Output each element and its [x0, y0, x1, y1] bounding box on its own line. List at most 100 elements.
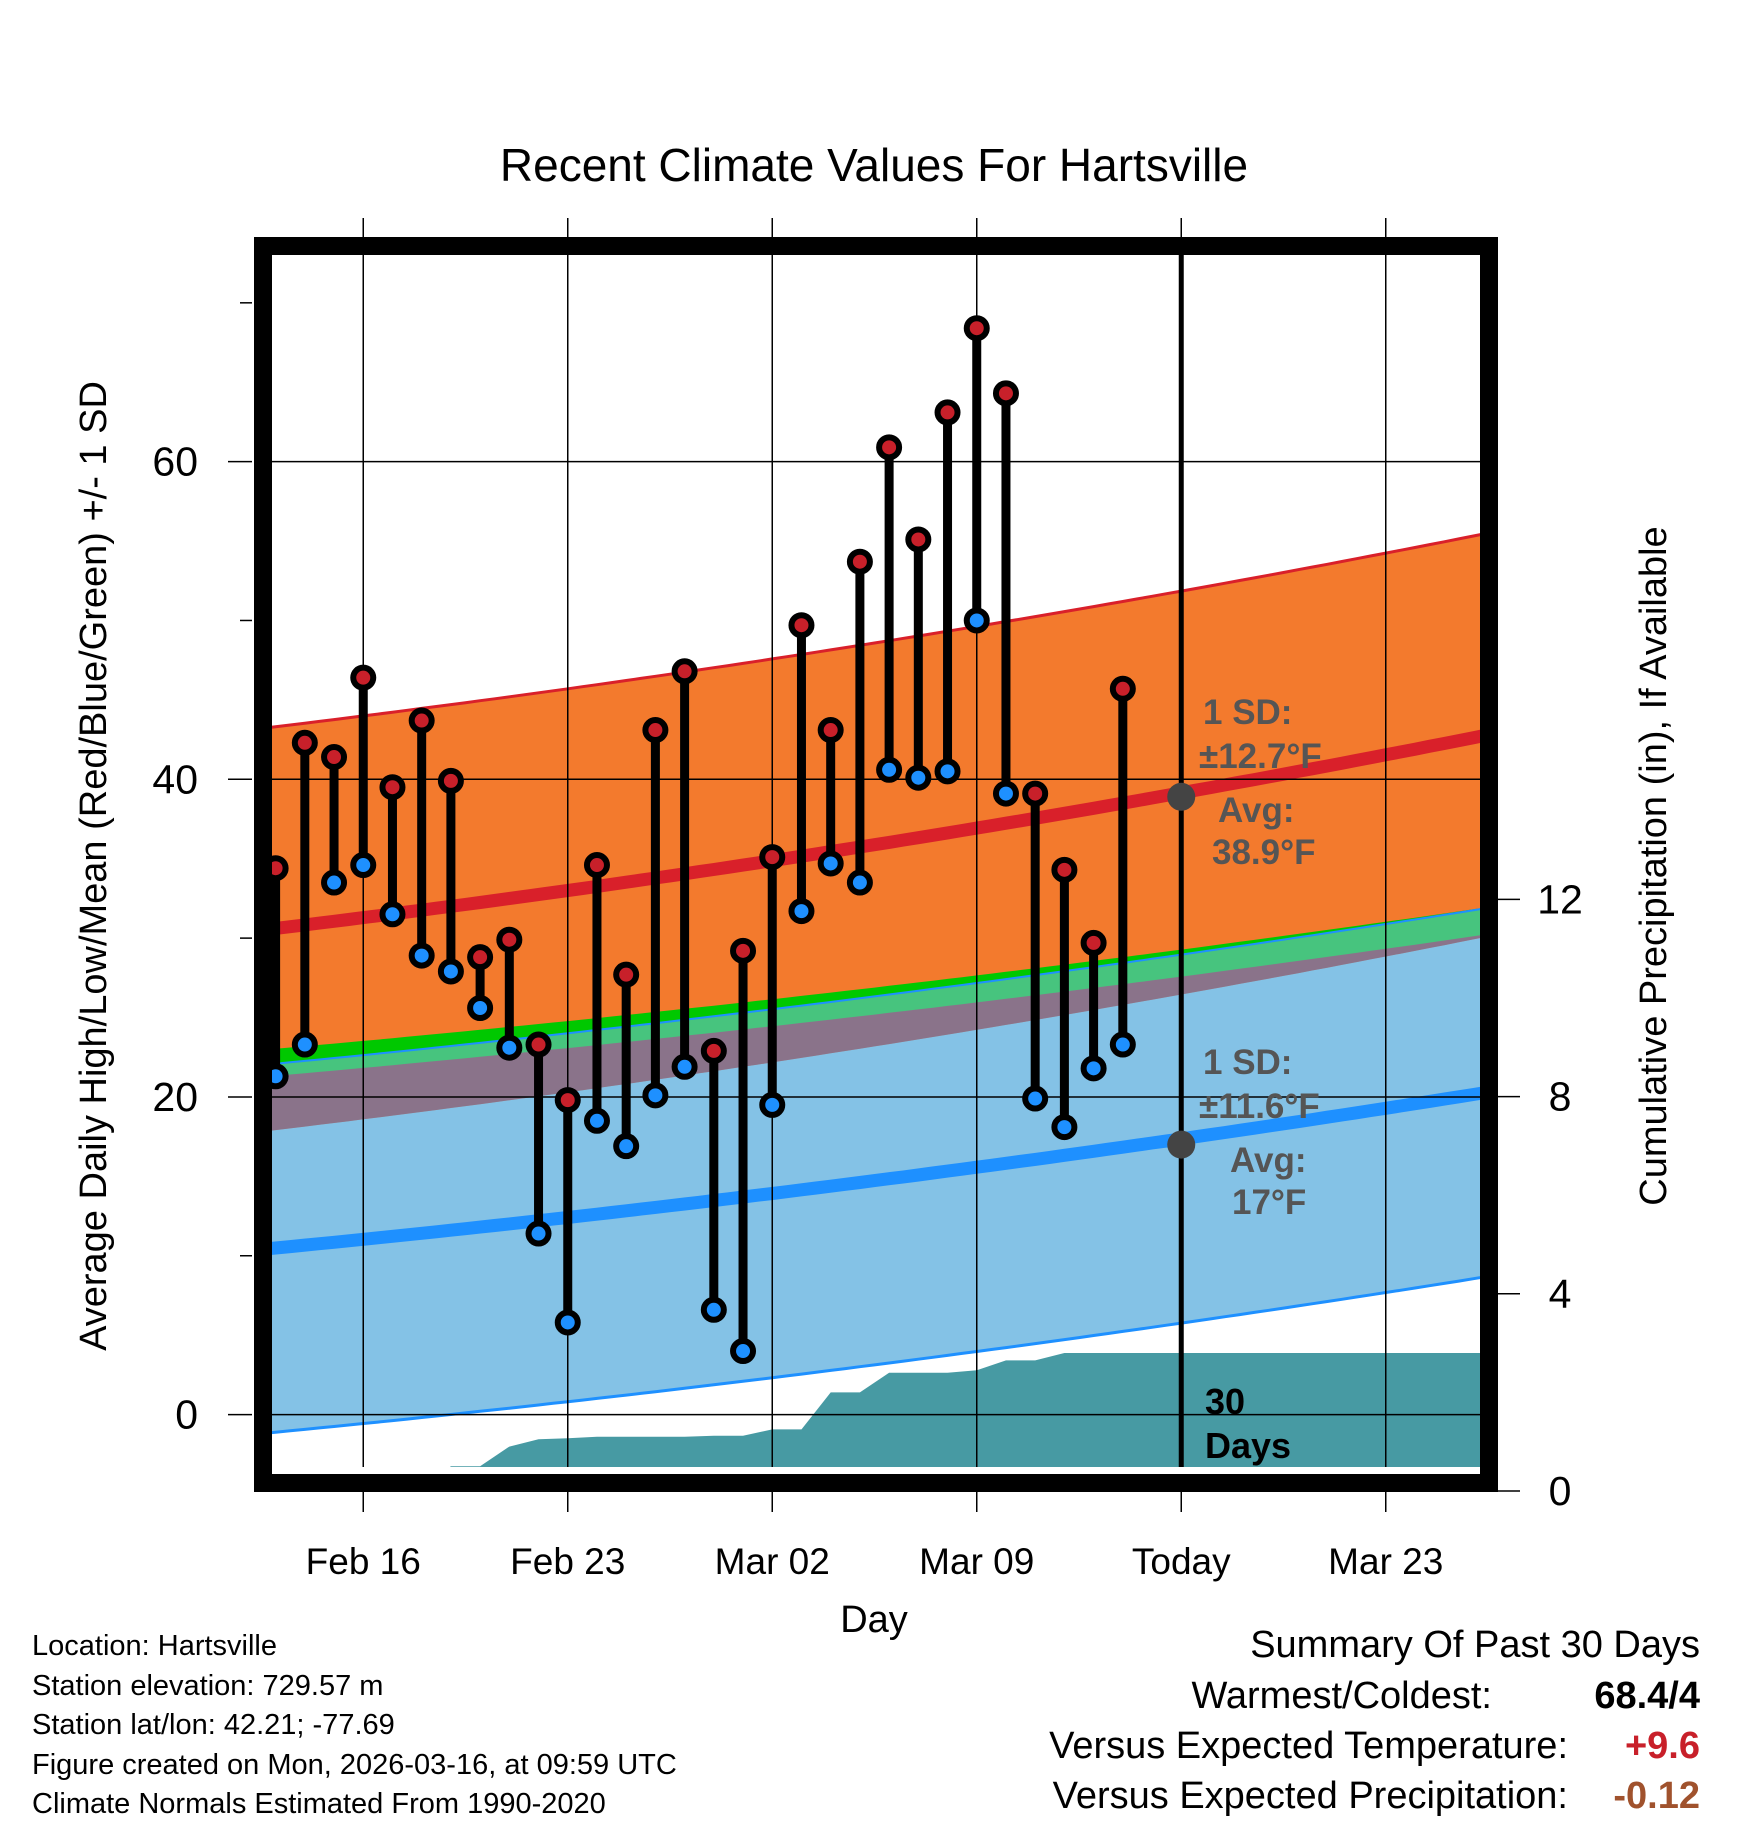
low-point	[583, 1107, 610, 1134]
high-avg-label: Avg:	[1218, 791, 1294, 830]
high-point	[350, 664, 377, 691]
low-point	[1051, 1114, 1078, 1141]
annotations: 1 SD: ±12.7°F Avg: 38.9°F 1 SD: ±11.6°F …	[1199, 693, 1322, 1466]
y-tick-label: 0	[175, 1392, 198, 1438]
high-point	[671, 658, 698, 685]
y-tick-label: 20	[152, 1074, 198, 1120]
high-point	[583, 852, 610, 879]
low-point	[1109, 1031, 1136, 1058]
low-sd-label: 1 SD:	[1203, 1043, 1292, 1082]
low-point	[525, 1220, 552, 1247]
low-upper-edge	[261, 906, 1488, 1067]
high-normal-marker	[1167, 782, 1196, 811]
high-point	[759, 844, 786, 871]
x-tick-label: Feb 16	[306, 1541, 421, 1582]
high-point	[1051, 856, 1078, 883]
low-point	[613, 1133, 640, 1160]
period-label: 30 Days	[1205, 1381, 1291, 1466]
low-avg-label: Avg:	[1230, 1141, 1306, 1180]
summary-title: Summary Of Past 30 Days	[1250, 1624, 1700, 1666]
precip-departure-row: Versus Expected Precipitation: -0.12	[940, 1771, 1700, 1821]
high-point	[437, 767, 464, 794]
low-point	[554, 1309, 581, 1336]
low-sd-value: ±11.6°F	[1199, 1087, 1320, 1126]
normals-text: Climate Normals Estimated From 1990-2020	[32, 1788, 606, 1820]
summary-panel: Summary Of Past 30 Days Warmest/Coldest:…	[940, 1619, 1700, 1821]
high-point	[1022, 780, 1049, 807]
high-point	[1109, 675, 1136, 702]
high-point	[1080, 929, 1107, 956]
low-point	[1080, 1055, 1107, 1082]
low-point	[905, 764, 932, 791]
x-tick-label: Feb 23	[510, 1541, 625, 1582]
grid	[228, 218, 1520, 1512]
normal-bands	[261, 531, 1488, 1436]
y2-tick-label: 8	[1549, 1074, 1572, 1120]
chart-title: Recent Climate Values For Hartsville	[500, 139, 1248, 191]
high-mean-line	[261, 728, 1488, 937]
created-text: Figure created on Mon, 2026-03-16, at 09…	[32, 1748, 677, 1781]
low-point	[730, 1338, 757, 1365]
y2-tick-label: 12	[1537, 876, 1583, 922]
y-axis-title: Average Daily High/Low/Mean (Red/Blue/Gr…	[73, 381, 115, 1351]
x-tick-label: Mar 23	[1328, 1541, 1443, 1582]
high-point	[554, 1087, 581, 1114]
y-tick-label: 40	[152, 756, 198, 802]
low-point	[963, 607, 990, 634]
high-point	[846, 548, 873, 575]
warmest-coldest-label: Warmest/Coldest:	[1191, 1675, 1492, 1717]
high-point	[496, 926, 523, 953]
low-point	[642, 1082, 669, 1109]
low-point	[467, 995, 494, 1021]
low-avg-value: 17°F	[1232, 1183, 1306, 1222]
high-point	[379, 774, 406, 801]
high-point	[408, 707, 435, 734]
low-point	[379, 901, 406, 928]
high-point	[905, 526, 932, 553]
plot-frame	[254, 237, 1498, 1492]
high-point	[992, 380, 1019, 407]
temp-departure-label: Versus Expected Temperature:	[1049, 1725, 1568, 1767]
precip-departure-value: -0.12	[1613, 1775, 1700, 1817]
high-point	[291, 729, 318, 756]
low-point	[992, 780, 1019, 807]
low-point	[759, 1091, 786, 1118]
station-info: Location: Hartsville Station elevation: …	[32, 1627, 677, 1825]
high-point	[642, 717, 669, 744]
precip-layer	[449, 1353, 1488, 1467]
low-lower-edge	[261, 1274, 1488, 1436]
y2-tick-label: 4	[1549, 1271, 1572, 1317]
low-point	[934, 758, 961, 785]
low-point	[408, 942, 435, 969]
y2-axis-title: Cumulative Precipitation (in), If Availa…	[1633, 526, 1675, 1205]
low-point	[321, 869, 348, 896]
latlon-text: Station lat/lon: 42.21; -77.69	[32, 1709, 395, 1741]
high-sd-label: 1 SD:	[1203, 693, 1292, 732]
high-upper-edge	[261, 531, 1488, 730]
low-point	[846, 869, 873, 896]
low-point	[350, 852, 377, 879]
warmest-coldest-value: 68.4/4	[1594, 1675, 1700, 1717]
high-point	[467, 944, 494, 971]
precip-area	[449, 1353, 1488, 1467]
high-point	[934, 399, 961, 426]
high-point	[700, 1037, 727, 1064]
y2-tick-label: 0	[1549, 1468, 1572, 1514]
high-avg-value: 38.9°F	[1212, 833, 1316, 872]
precip-departure-label: Versus Expected Precipitation:	[1052, 1775, 1568, 1817]
axes: Feb 16 Feb 23 Mar 02 Mar 09 Today Mar 2302040…	[152, 439, 1582, 1582]
location-text: Location: Hartsville	[32, 1630, 277, 1662]
low-point	[876, 756, 903, 783]
low-point	[700, 1296, 727, 1323]
x-tick-label: Mar 02	[715, 1541, 830, 1582]
high-point	[876, 434, 903, 461]
plot-gridlines	[261, 252, 1488, 1467]
high-point	[525, 1031, 552, 1058]
low-point	[437, 958, 464, 985]
elevation-text: Station elevation: 729.57 m	[32, 1669, 384, 1702]
high-point	[613, 961, 640, 988]
x-tick-label: Mar 09	[919, 1541, 1034, 1582]
temp-departure-value: +9.6	[1624, 1725, 1700, 1767]
low-point	[496, 1034, 523, 1061]
